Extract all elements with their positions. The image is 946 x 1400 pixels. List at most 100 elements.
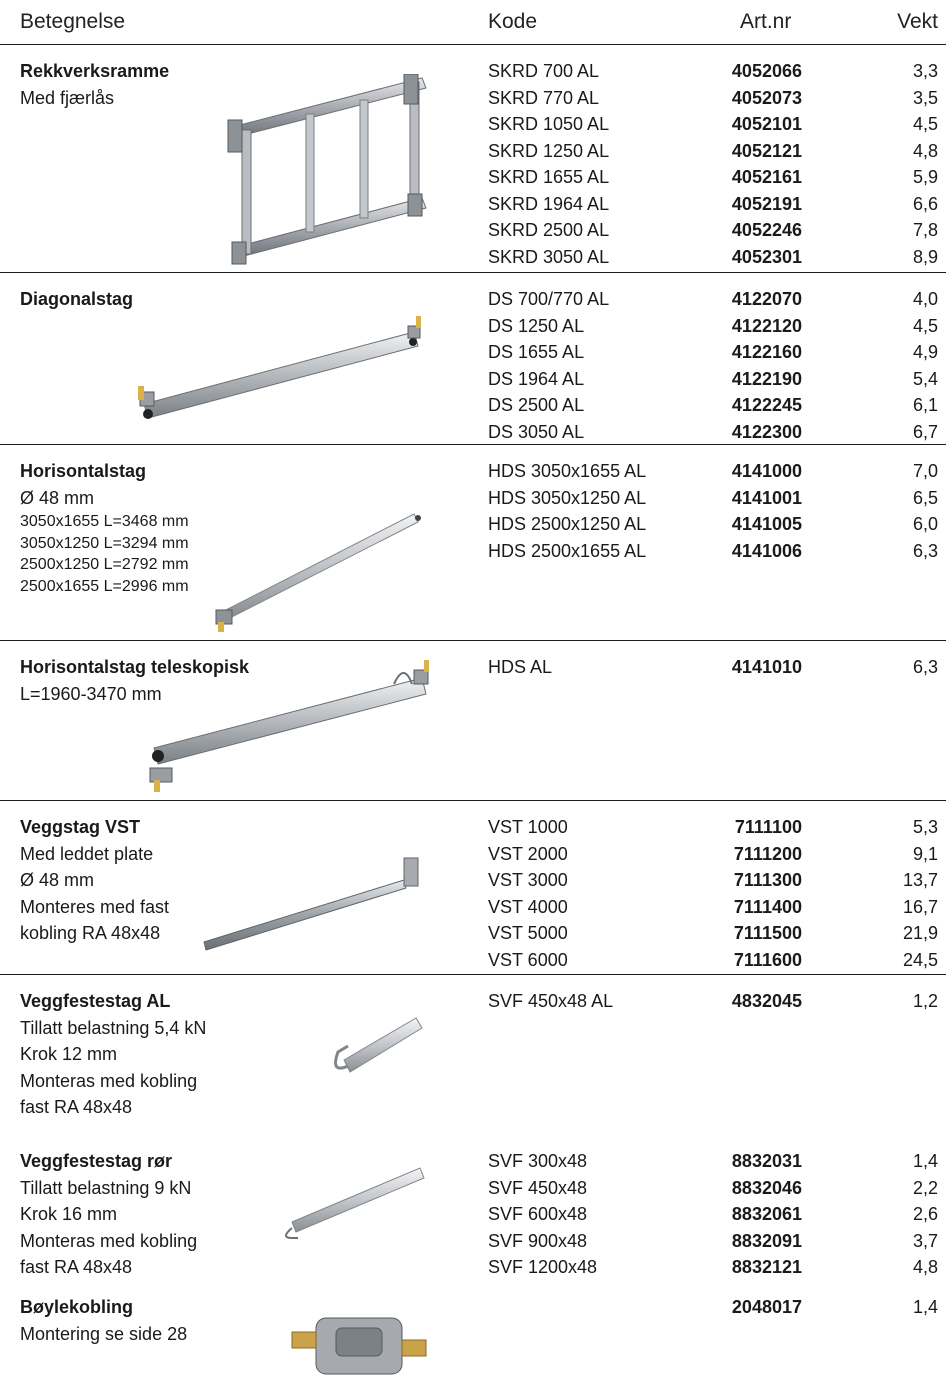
code-cell: SKRD 1964 AL [488,193,610,214]
product-horisontalstag: Horisontalstag Ø 48 mm 3050x1655 L=3468 mm… [0,444,946,641]
article-number-cell: 4122245 [731,395,802,415]
product-horisontalstag-teleskopisk: Horisontalstag teleskopisk L=1960-3470 mm… [0,640,946,801]
product-detail-line: L=1960-3470 mm [20,683,162,704]
code-column: SVF 450x48 AL [488,988,613,1015]
weight-column: 6,3 [913,654,938,681]
weight-cell: 2,6 [912,1204,938,1224]
table-header: Betegnelse Kode Art.nr Vekt [0,0,946,45]
weight-column: 1,2 [913,988,938,1015]
code-cell: VST 2000 [488,843,568,864]
article-number-cell: 4052121 [731,140,802,161]
code-cell: VST 4000 [488,896,568,917]
code-cell: SVF 450x48 AL [488,991,614,1011]
weight-cell: 3,5 [912,87,938,108]
wall-tie-image [203,857,419,951]
code-cell: SKRD 770 AL [488,87,600,108]
weight-cell: 1,2 [912,991,938,1011]
product-detail-line: Ø 48 mm [20,487,95,508]
article-number-cell: 4141006 [731,540,802,561]
code-column: SKRD 700 AL SKRD 770 AL SKRD 1050 AL SKRD 1… [488,58,609,270]
code-column: HDS AL [488,654,552,681]
article-number-cell: 8832046 [731,1177,802,1198]
weight-cell: 5,9 [912,167,938,187]
product-detail-line: Med fjærlås [20,87,115,108]
weight-cell: 7,8 [912,220,938,240]
product-description: Veggfestestag AL Tillatt belastning 5,4 k… [20,988,206,1121]
code-cell: SVF 1200x48 [488,1257,598,1277]
weight-cell: 4,8 [912,140,938,161]
code-cell: SVF 600x48 [488,1204,588,1224]
product-description: Diagonalstag [20,286,133,313]
code-cell: DS 1655 AL [488,342,585,362]
article-number-cell: 4141001 [731,487,802,508]
weight-cell: 6,3 [912,657,938,677]
code-cell: SKRD 1050 AL [488,114,610,134]
code-cell: HDS 2500x1655 AL [488,540,647,561]
article-number-cell: 4052191 [731,193,802,214]
article-number-cell: 7111200 [733,843,802,864]
article-number-column: 4141010 [732,654,802,681]
code-cell: VST 1000 [488,817,568,837]
article-number-cell: 4052066 [731,61,802,81]
product-title: Veggstag VST [20,817,141,837]
code-cell: HDS 3050x1655 AL [488,461,647,481]
code-column: SVF 300x48 SVF 450x48 SVF 600x48 SVF 900x48… [488,1148,597,1281]
article-number-column: 4122070 4122120 4122160 4122190 4122245 41223… [732,286,802,445]
code-cell: DS 3050 AL [488,421,585,442]
weight-cell: 1,4 [912,1151,938,1171]
header-kode: Kode [488,10,538,33]
article-number-cell: 4832045 [731,991,802,1011]
article-number-cell: 4122300 [731,421,802,442]
product-rekkverksramme: Rekkverksramme Med fjærlås SKRD 700 AL SKRD… [0,44,946,273]
product-detail-line: kobling RA 48x48 [20,923,161,943]
product-description: Rekkverksramme Med fjærlås [20,58,169,111]
code-cell: SVF 900x48 [488,1230,588,1251]
weight-cell: 4,5 [912,114,938,134]
product-detail-line: fast RA 48x48 [20,1257,133,1277]
article-number-cell: 4141005 [731,514,802,534]
code-cell: DS 700/770 AL [488,289,610,309]
product-detail-line: Monteras med kobling [20,1070,198,1091]
product-detail-line: Monteras med kobling [20,1230,198,1251]
product-description: Veggstag VST Med leddet plate Ø 48 mm Monte… [20,814,169,947]
product-detail-line: Montering se side 28 [20,1323,188,1344]
article-number-cell: 4052161 [731,167,802,187]
product-dimension-line: 3050x1655 L=3468 mm [20,513,189,530]
article-number-cell: 8832091 [731,1230,802,1251]
weight-cell: 5,3 [912,817,938,837]
article-number-cell: 4052301 [731,246,802,267]
weight-cell: 4,8 [912,1257,938,1277]
article-number-cell: 4141010 [731,657,802,677]
product-description: Horisontalstag teleskopisk L=1960-3470 mm [20,654,249,707]
product-description: Bøylekobling Montering se side 28 [20,1294,187,1347]
article-number-cell: 7111100 [734,817,802,837]
product-detail-line: fast RA 48x48 [20,1097,133,1117]
article-number-column: 8832031 8832046 8832061 8832091 8832121 [732,1148,802,1281]
code-cell: SKRD 700 AL [488,61,600,81]
weight-cell: 21,9 [902,923,938,943]
code-cell: VST 5000 [488,923,568,943]
weight-cell: 6,0 [912,514,938,534]
weight-cell: 1,4 [912,1297,938,1317]
article-number-cell: 8832121 [731,1257,802,1277]
product-detail-line: Monteres med fast [20,896,170,917]
product-title: Horisontalstag teleskopisk [20,657,250,677]
code-cell: HDS 3050x1250 AL [488,487,647,508]
product-dimension-line: 3050x1250 L=3294 mm [20,534,189,552]
code-cell: DS 1250 AL [488,315,585,336]
weight-cell: 7,0 [912,461,938,481]
product-detail-line: Ø 48 mm [20,870,95,890]
article-number-cell: 4052246 [731,220,802,240]
article-number-cell: 4141000 [731,461,802,481]
weight-cell: 3,7 [912,1230,938,1251]
article-number-cell: 7111300 [733,870,802,890]
weight-cell: 13,7 [902,870,938,890]
weight-cell: 6,3 [912,540,938,561]
weight-cell: 6,1 [912,395,938,415]
code-cell: SKRD 3050 AL [488,246,610,267]
product-dimension-line: 2500x1655 L=2996 mm [20,577,189,595]
article-number-column: 7111100 7111200 7111300 7111400 7111500 71116… [734,814,802,973]
article-number-cell: 4122070 [731,289,802,309]
weight-cell: 16,7 [902,896,938,917]
article-number-cell: 8832031 [731,1151,802,1171]
